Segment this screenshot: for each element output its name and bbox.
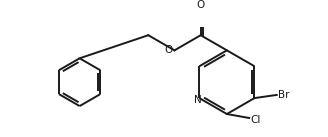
Text: Cl: Cl (251, 115, 261, 125)
Text: O: O (164, 45, 172, 55)
Text: O: O (196, 0, 205, 10)
Text: Br: Br (278, 90, 290, 100)
Text: N: N (194, 95, 202, 105)
